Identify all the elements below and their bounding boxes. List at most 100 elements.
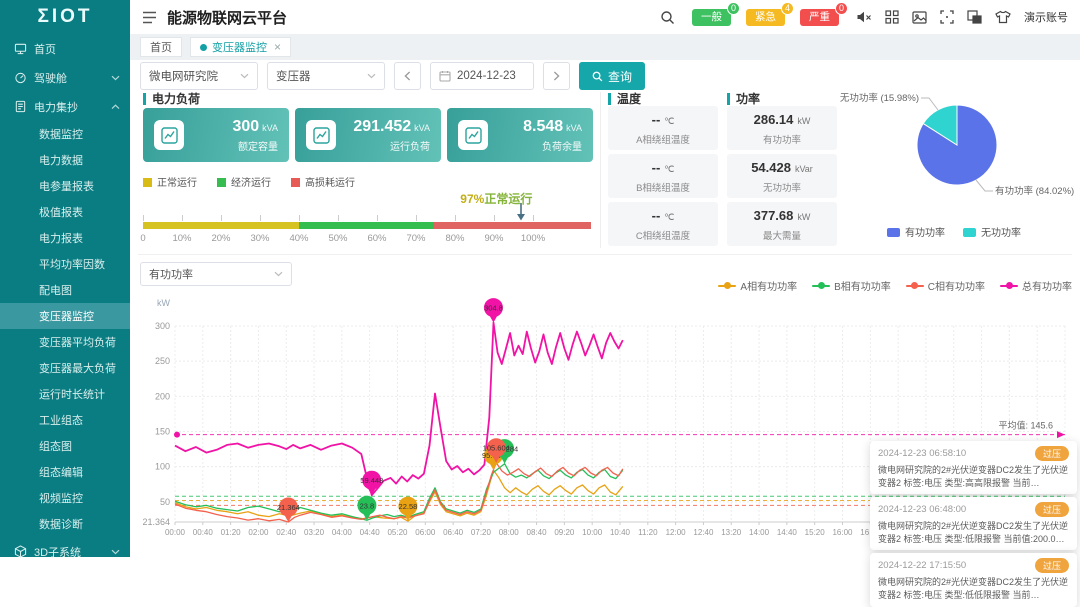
load-rate-gauge: 97%正常运行 0 10% 20% 30% 40% 50% 60% 70% 80% 90% 100% [140,192,613,248]
search-icon[interactable] [660,10,675,25]
svg-text:300: 300 [155,321,170,331]
query-button[interactable]: 查询 [579,62,646,90]
multi-window-icon[interactable] [967,10,982,24]
series-legend-item[interactable]: C相有功功率 [905,278,985,293]
sidebar-item[interactable]: 电力数据 [0,147,130,173]
sidebar-item[interactable]: 数据诊断 [0,511,130,537]
series-legend-item[interactable]: B相有功功率 [812,278,891,293]
sidebar-item[interactable]: 极值报表 [0,199,130,225]
sidebar-item[interactable]: 电力集抄 [0,92,130,121]
gauge-tick-label: 70% [406,233,426,244]
alarm-badges: 一般 0 紧急 4 严重 0 [692,1,848,26]
sidebar-item[interactable]: 数据监控 [0,121,130,147]
svg-text:08:00: 08:00 [499,528,520,537]
alert-toast[interactable]: 2024-12-23 06:58:10 过压 微电网研究院的2#光伏逆变器DC2发生… [870,441,1077,495]
sidebar-item[interactable]: 变压器最大负荷 [0,355,130,381]
svg-text:04:40: 04:40 [360,528,381,537]
gauge-tick-label: 30% [250,233,270,244]
series-type-select[interactable]: 有功功率 [140,262,292,286]
search-icon [592,71,603,81]
close-tab-icon[interactable]: × [274,40,282,54]
sidebar-item[interactable]: 工业组态 [0,407,130,433]
alert-toast[interactable]: 2024-12-23 06:48:00 过压 微电网研究院的2#光伏逆变器DC2发生… [870,497,1077,551]
date-input[interactable]: 2024-12-23 [430,62,534,90]
calendar-icon [439,71,451,82]
apps-grid-icon[interactable] [885,10,899,24]
sidebar-item[interactable]: 电力报表 [0,225,130,251]
app-logo: ΣIOT [37,6,93,27]
svg-text:02:40: 02:40 [276,528,297,537]
card-label: 额定容量 [238,141,278,153]
svg-text:06:00: 06:00 [415,528,436,537]
svg-text:07:20: 07:20 [471,528,492,537]
alert-type-badge: 过压 [1034,446,1069,461]
sidebar-item[interactable]: 平均功率因数 [0,251,130,277]
tab-item[interactable]: 首页 [140,37,182,57]
alarm-badge[interactable]: 紧急 4 [746,1,794,26]
alert-time: 2024-12-23 06:58:10 [878,448,967,459]
alert-toast[interactable]: 2024-12-22 17:15:50 过压 微电网研究院的2#光伏逆变器DC2发生… [870,553,1077,607]
prev-day-button[interactable] [394,62,421,90]
series-line [174,321,624,497]
stat-value: 377.68 kW [753,207,811,223]
tab-item[interactable]: 变压器监控 × [190,37,292,57]
svg-text:22.58: 22.58 [399,502,418,511]
svg-text:23.8: 23.8 [360,501,375,510]
sidebar-item[interactable]: 视频监控 [0,485,130,511]
card-value: 291.452 kVA [353,117,430,135]
badge-count: 0 [835,1,848,15]
mute-icon[interactable] [856,10,872,24]
badge-count: 4 [781,1,794,15]
alarm-badge[interactable]: 一般 0 [692,1,740,26]
marker-pin: 304.8 [483,298,503,323]
pie-legend: 有功功率 无功功率 [828,224,1080,239]
power-load-title: 电力负荷 [143,90,200,107]
sidebar-item[interactable]: 组态编辑 [0,459,130,485]
series-legend-item[interactable]: 总有功功率 [1000,278,1072,293]
sidebar-item[interactable]: 3D子系统 [0,537,130,566]
svg-text:150: 150 [155,427,170,437]
sidebar-item[interactable]: 驾驶舱 [0,63,130,92]
svg-text:10:00: 10:00 [582,528,603,537]
device-select[interactable]: 变压器 [267,62,385,90]
gauge-tick-label: 60% [367,233,387,244]
series-legend-item[interactable]: A相有功功率 [718,278,797,293]
screenshot-icon[interactable] [912,10,927,24]
stat-value: -- ℃ [651,159,675,175]
cockpit-icon [15,72,26,84]
chevron-up-icon [111,103,120,109]
sidebar-item[interactable]: 配电图 [0,277,130,303]
sidebar-item[interactable]: 变压器平均负荷 [0,329,130,355]
sidebar-item[interactable]: 首页 [0,34,130,63]
station-select[interactable]: 微电网研究院 [140,62,258,90]
pie-legend-item[interactable]: 无功功率 [963,224,1021,239]
next-day-button[interactable] [543,62,570,90]
stat-label: 无功功率 [762,182,801,194]
legend-item: 正常运行 [143,174,197,189]
alarm-badge[interactable]: 严重 0 [800,1,848,26]
pie-legend-item[interactable]: 有功功率 [887,224,945,239]
sidebar-item[interactable]: 变压器监控 [0,303,130,329]
svg-text:05:20: 05:20 [387,528,408,537]
sidebar-item[interactable]: 运行时长统计 [0,381,130,407]
sidebar-item-label: 驾驶舱 [34,72,67,85]
account-name[interactable]: 演示账号 [1024,12,1068,24]
theme-skin-icon[interactable] [995,10,1011,24]
main-area: 能源物联网云平台 一般 0 紧急 4 严重 0 演示账 [130,0,1080,607]
stat-card: -- ℃ B相绕组温度 [608,154,718,198]
sidebar-item-label: 数据诊断 [39,519,83,531]
sidebar-item[interactable]: 组态图 [0,433,130,459]
alert-type-badge: 过压 [1034,502,1069,518]
sidebar-item-label: 极值报表 [39,207,83,219]
sidebar-item[interactable]: 电参量报表 [0,173,130,199]
gauge-tick-label: 10% [172,233,192,244]
svg-text:12:40: 12:40 [693,528,714,537]
card-value: 300 kVA [232,117,278,135]
gauge-tick-label: 90% [484,233,504,244]
svg-text:250: 250 [155,356,170,366]
svg-text:14:40: 14:40 [777,528,798,537]
menu-toggle-icon[interactable] [142,11,157,24]
fullscreen-icon[interactable] [940,10,954,24]
home-icon [14,43,27,55]
power-pie-chart: 无功功率 (15.98%) 有功功率 (84.02%) 有功功率 无功功率 [828,86,1080,252]
